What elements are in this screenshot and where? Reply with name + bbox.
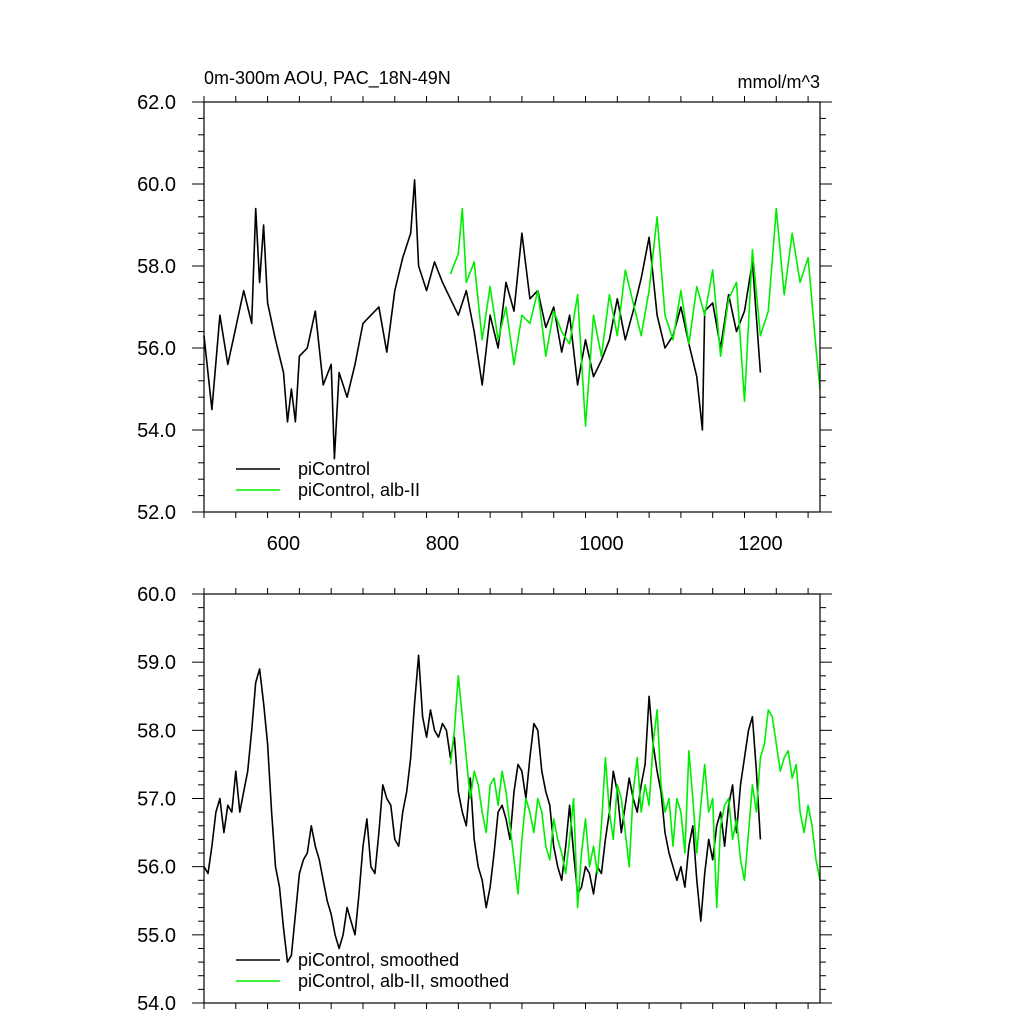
legend-label: piControl <box>298 459 370 479</box>
y-tick-label: 59.0 <box>137 652 176 674</box>
series-line-picontrol-alb-ii <box>449 674 821 909</box>
y-tick-label: 54.0 <box>137 993 176 1015</box>
y-tick-label: 58.0 <box>137 256 176 278</box>
chart-title: 0m-300m AOU, PAC_18N-49N <box>204 68 451 89</box>
y-tick-label: 56.0 <box>137 338 176 360</box>
series-line-picontrol <box>203 179 762 460</box>
y-tick-label: 55.0 <box>137 925 176 947</box>
x-tick-label: 800 <box>426 533 459 555</box>
x-tick-label: 1200 <box>738 533 783 555</box>
legend-label: piControl, smoothed <box>298 950 459 970</box>
legend-label: piControl, alb-II, smoothed <box>298 971 509 991</box>
units-label: mmol/m^3 <box>738 72 820 92</box>
plot-frame <box>203 101 821 513</box>
x-tick-label: 600 <box>267 533 300 555</box>
y-tick-label: 60.0 <box>137 174 176 196</box>
series-line-picontrol <box>203 654 762 963</box>
y-tick-label: 56.0 <box>137 857 176 879</box>
x-tick-label: 1000 <box>579 533 624 555</box>
y-tick-label: 54.0 <box>137 420 176 442</box>
y-tick-label: 62.0 <box>137 92 176 114</box>
legend-label: piControl, alb-II <box>298 480 420 500</box>
y-tick-label: 60.0 <box>137 584 176 606</box>
panel-bottom: 54.0 55.0 56.0 57.0 58.0 59.0 60.0 piControl, s… <box>137 584 832 1015</box>
series-line-picontrol-alb-ii <box>449 207 821 427</box>
panel-top: 600 800 1000 1200 52.0 54.0 56.0 58.0 60.0 62.0 0m… <box>137 68 832 555</box>
plot-frame <box>203 593 821 1004</box>
y-tick-label: 57.0 <box>137 789 176 811</box>
y-tick-label: 52.0 <box>137 502 176 524</box>
y-tick-label: 58.0 <box>137 720 176 742</box>
